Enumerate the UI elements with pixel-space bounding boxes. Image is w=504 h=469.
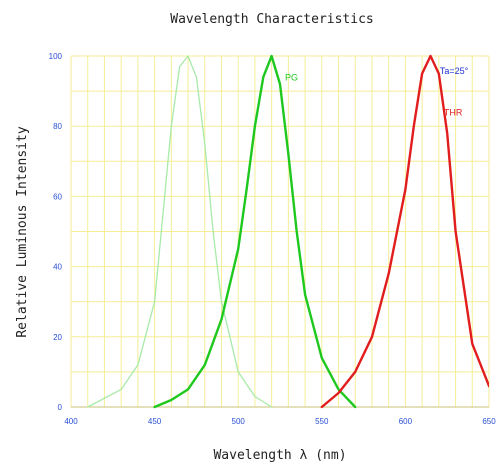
y-axis-label: Relative Luminous Intensity xyxy=(15,126,30,337)
x-axis-ticks: 400 450 500 550 600 650 xyxy=(64,417,496,426)
y-tick-label: 60 xyxy=(53,192,62,201)
series-line-2 xyxy=(153,54,357,409)
y-tick-label: 40 xyxy=(53,263,62,272)
x-tick-label: 550 xyxy=(315,417,329,426)
x-axis-label: Wavelength λ (nm) xyxy=(213,448,346,463)
y-tick-label: 100 xyxy=(49,52,63,61)
y-tick-label: 0 xyxy=(58,403,63,412)
x-tick-label: 500 xyxy=(232,417,246,426)
plot-area: PG THR xyxy=(70,54,490,409)
series-line-3 xyxy=(320,54,489,409)
series-line-1 xyxy=(87,55,273,408)
y-axis-ticks: 0 20 40 60 80 100 xyxy=(49,52,63,412)
y-tick-label: 20 xyxy=(53,333,62,342)
x-tick-label: 400 xyxy=(64,417,78,426)
series-label-2: THR xyxy=(444,108,463,118)
y-tick-label: 80 xyxy=(53,122,62,131)
grid-lines xyxy=(70,55,490,408)
series-label-1: PG xyxy=(285,73,298,83)
chart-title: Wavelength Characteristics xyxy=(170,12,374,27)
x-tick-label: 450 xyxy=(148,417,162,426)
x-tick-label: 600 xyxy=(399,417,413,426)
temperature-annotation: Ta=25° xyxy=(440,66,469,76)
x-tick-label: 650 xyxy=(482,417,496,426)
